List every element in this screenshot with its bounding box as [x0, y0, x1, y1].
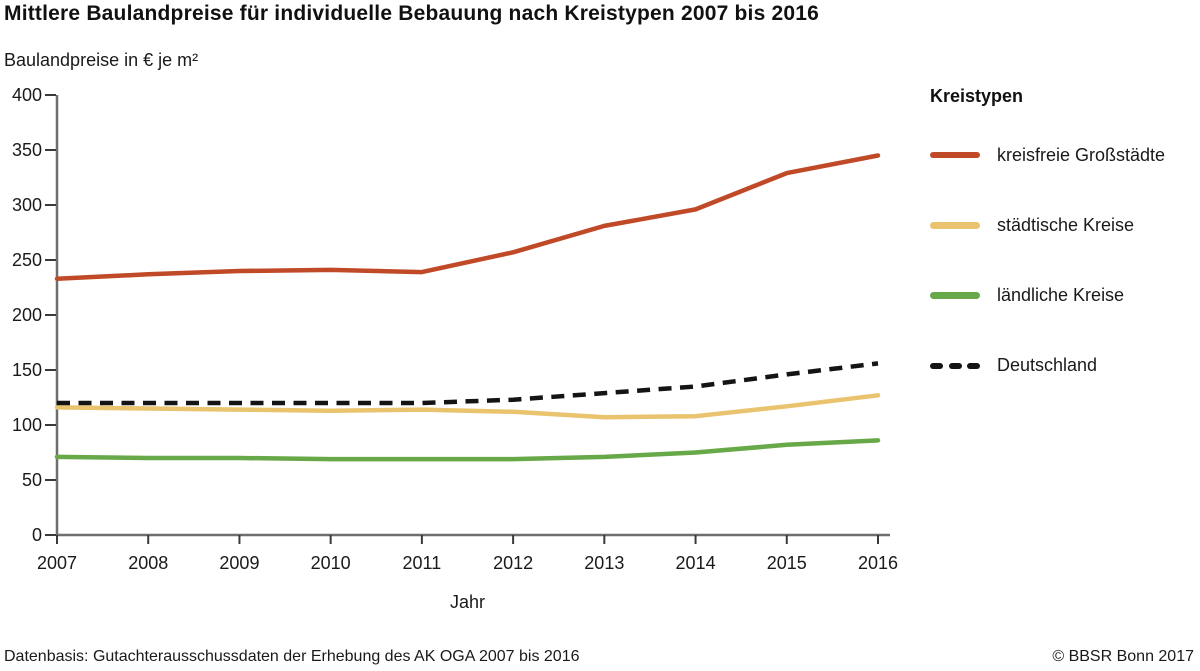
legend-swatch-line [930, 222, 980, 229]
y-axis-tick-label: 150 [12, 360, 42, 380]
legend: Kreistypen kreisfreie Großstädte städtisc… [930, 86, 1200, 396]
y-axis-unit-label: Baulandpreise in € je m² [4, 50, 199, 70]
x-axis-tick-label: 2011 [403, 553, 442, 573]
series-line-l-ndliche-kreise [54, 438, 881, 462]
legend-item: städtische Kreise [930, 214, 1134, 236]
y-axis-tick-label: 200 [12, 305, 42, 325]
y-axis-tick-label: 250 [12, 250, 42, 270]
series-line-kreisfreie-gro-st-dte [54, 153, 881, 281]
line-chart-plot-area: 0 50 100 150 200 250 300 350 400 2007 2008 2009 2010… [12, 85, 898, 612]
legend-swatch-line [930, 292, 980, 299]
x-axis-tick-label: 2009 [219, 553, 259, 573]
legend-swatch-dashed-line [930, 362, 980, 370]
footer: Datenbasis: Gutachterausschussdaten der … [4, 647, 1194, 667]
x-axis-tick-label: 2016 [858, 553, 898, 573]
series-line-st-dtische-kreise [54, 393, 881, 420]
x-axis-tick-label: 2014 [676, 553, 716, 573]
legend-item-label: ländliche Kreise [997, 285, 1125, 306]
y-axis-tick-label: 300 [12, 195, 42, 215]
y-axis-tick-label: 50 [22, 470, 42, 490]
y-axis-tick-label: 400 [12, 85, 42, 105]
legend-item-label: kreisfreie Großstädte [997, 144, 1166, 165]
legend-swatch-line [930, 151, 980, 159]
x-axis-tick-label: 2015 [767, 553, 807, 573]
x-axis-tick-label: 2012 [493, 553, 533, 573]
x-axis-tick-label: 2007 [37, 553, 77, 573]
copyright-note: © BBSR Bonn 2017 [1052, 648, 1194, 665]
chart-title: Mittlere Baulandpreise für individuelle … [4, 2, 820, 25]
legend-item-label: städtische Kreise [997, 214, 1135, 235]
y-axis-tick-label: 350 [12, 140, 42, 160]
legend-item: Deutschland [930, 355, 1097, 377]
y-axis-tick-label: 100 [12, 415, 42, 435]
data-source-note: Datenbasis: Gutachterausschussdaten der … [4, 648, 580, 665]
x-axis-tick-label: 2008 [128, 553, 168, 573]
x-axis-tick-label: 2010 [311, 553, 351, 573]
series-line-deutschland [57, 361, 879, 406]
x-axis-label: Jahr [450, 592, 485, 612]
legend-item: ländliche Kreise [930, 285, 1124, 307]
x-axis-tick-label: 2013 [584, 553, 624, 573]
y-axis-tick-label: 0 [32, 525, 42, 545]
legend-item-label: Deutschland [997, 355, 1098, 376]
legend-item: kreisfreie Großstädte [930, 144, 1165, 166]
legend-title: Kreistypen [930, 86, 1024, 106]
